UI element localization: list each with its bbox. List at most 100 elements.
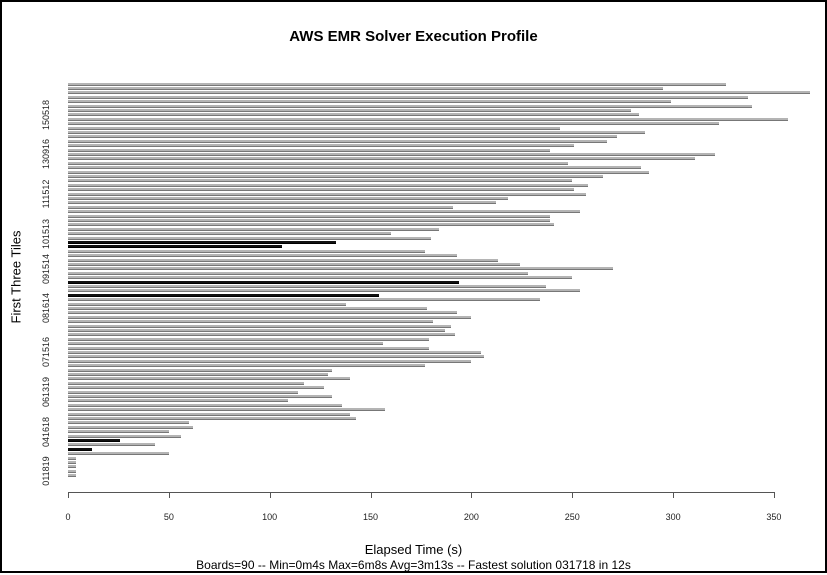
bar — [68, 465, 77, 469]
bar — [68, 333, 456, 337]
bar — [68, 91, 811, 95]
bar — [68, 421, 190, 425]
plot-area — [68, 2, 811, 575]
bar — [68, 135, 617, 139]
bar — [68, 289, 581, 293]
x-tick — [773, 492, 775, 498]
bar — [68, 271, 528, 275]
bar — [68, 152, 716, 156]
y-tick-label: 091514 — [41, 253, 51, 284]
bar — [68, 95, 748, 99]
bar — [68, 188, 575, 192]
x-tick-label: 0 — [65, 512, 71, 522]
bar — [68, 214, 551, 218]
bar — [68, 100, 672, 104]
bar — [68, 122, 720, 126]
x-tick-label: 150 — [363, 512, 379, 522]
bar — [68, 130, 645, 134]
bar — [68, 394, 333, 398]
bar — [68, 227, 440, 231]
y-tick-label: 130916 — [41, 139, 51, 170]
bar — [68, 210, 581, 214]
bar — [68, 161, 569, 165]
bar — [68, 390, 298, 394]
bar — [68, 460, 77, 464]
bar — [68, 157, 696, 161]
bar — [68, 377, 351, 381]
bar — [68, 350, 482, 354]
bar — [68, 399, 288, 403]
bar — [68, 113, 639, 117]
x-tick — [68, 492, 69, 498]
bar — [68, 179, 573, 183]
x-tick-label: 200 — [463, 512, 479, 522]
bar — [68, 328, 446, 332]
bar — [68, 408, 385, 412]
x-tick — [673, 492, 675, 498]
bar — [68, 306, 428, 310]
bar — [68, 359, 472, 363]
bar — [68, 284, 547, 288]
bar — [68, 108, 631, 112]
bar — [68, 425, 194, 429]
bar — [68, 205, 454, 209]
bar — [68, 346, 430, 350]
y-tick-label: 071516 — [41, 337, 51, 368]
bar — [68, 469, 77, 473]
y-tick-label: 111512 — [41, 179, 51, 209]
bar — [68, 174, 603, 178]
bar — [68, 443, 155, 447]
x-axis-label: Elapsed Time (s) — [364, 542, 463, 557]
x-tick — [269, 492, 271, 498]
bar — [68, 166, 641, 170]
bar — [68, 368, 333, 372]
bar — [68, 364, 425, 368]
bar — [68, 337, 430, 341]
bar — [68, 447, 93, 451]
bar — [68, 86, 663, 90]
bar — [68, 82, 726, 86]
x-tick — [572, 492, 574, 498]
bar — [68, 434, 181, 438]
bar — [68, 381, 304, 385]
bar — [68, 416, 357, 420]
bar — [68, 452, 169, 456]
chart-subtitle: Boards=90 -- Min=0m4s Max=6m8s Avg=3m13s… — [196, 558, 631, 572]
bar — [68, 245, 282, 249]
x-axis — [68, 492, 774, 493]
bar — [68, 170, 649, 174]
bar — [68, 240, 337, 244]
bar — [68, 139, 607, 143]
y-axis-label: First Three Tiles — [8, 230, 24, 324]
bar — [68, 144, 575, 148]
bar — [68, 196, 508, 200]
x-tick-label: 250 — [564, 512, 580, 522]
bar — [68, 430, 169, 434]
bar — [68, 192, 587, 196]
chart-title: AWS EMR Solver Execution Profile — [289, 28, 538, 45]
bar — [68, 126, 561, 130]
bar — [68, 342, 383, 346]
bar — [68, 293, 379, 297]
bar — [68, 104, 752, 108]
bar — [68, 236, 432, 240]
bar — [68, 403, 343, 407]
bar — [68, 311, 458, 315]
bar — [68, 262, 520, 266]
bar — [68, 324, 452, 328]
y-tick-label: 011819 — [41, 456, 51, 486]
bar — [68, 117, 789, 121]
bar — [68, 148, 551, 152]
bar — [68, 320, 434, 324]
bar — [68, 280, 460, 284]
bar — [68, 315, 472, 319]
bar — [68, 355, 484, 359]
bar — [68, 218, 551, 222]
bar — [68, 249, 425, 253]
y-tick-label: 061319 — [41, 376, 51, 408]
y-tick-label: 150518 — [41, 99, 51, 130]
x-tick-label: 350 — [766, 512, 782, 522]
x-tick-label: 300 — [665, 512, 681, 522]
bar — [68, 456, 77, 460]
